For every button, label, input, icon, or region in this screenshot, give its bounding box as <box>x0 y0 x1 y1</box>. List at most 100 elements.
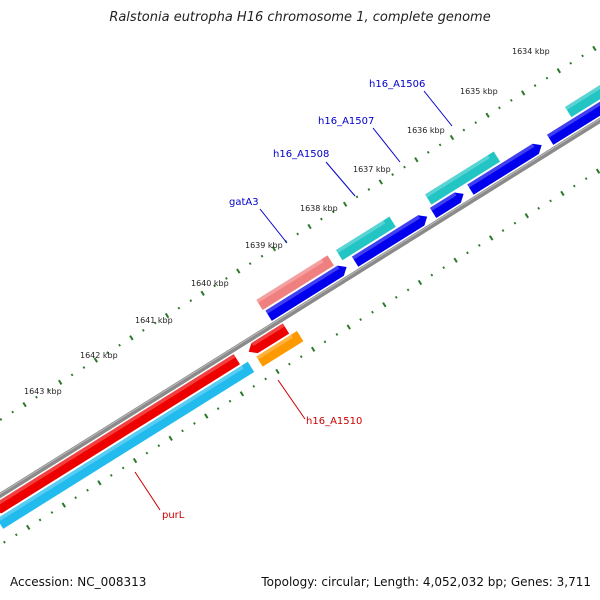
cds-forward <box>546 96 600 145</box>
tick-mark <box>442 266 446 270</box>
tick-label: 1638 kbp <box>300 204 338 213</box>
tick-label: 1635 kbp <box>460 87 498 96</box>
tick-mark <box>572 184 576 188</box>
tick-mark <box>264 377 267 381</box>
tick-mark <box>453 257 458 263</box>
tick-mark <box>524 213 529 219</box>
tick-mark <box>129 335 134 341</box>
tick-mark <box>335 333 339 336</box>
tick-mark <box>216 407 220 411</box>
gene-h16_A1507 <box>425 151 501 205</box>
tick-mark <box>38 518 42 522</box>
tick-mark <box>228 399 232 403</box>
tick-label: 1637 kbp <box>353 165 391 174</box>
tick-mark <box>3 540 6 544</box>
tick-mark <box>153 321 157 325</box>
tick-mark <box>164 312 170 319</box>
tick-mark <box>477 243 481 247</box>
tick-mark <box>189 299 193 303</box>
tick-mark <box>426 150 430 154</box>
tick-mark <box>225 277 228 280</box>
label-leader-line <box>277 379 306 420</box>
tick-mark <box>498 106 501 110</box>
tick-mark <box>509 98 513 102</box>
tick-mark <box>200 290 205 296</box>
tick-mark <box>61 502 66 508</box>
gene-label-gatA3[interactable]: gatA3 <box>229 197 259 208</box>
tick-mark <box>109 473 113 477</box>
tick-mark <box>141 328 145 332</box>
tick-mark <box>501 229 505 232</box>
tick-mark <box>533 84 537 87</box>
feature-tracks <box>0 64 600 529</box>
gene-h16_A1506 <box>564 64 600 118</box>
tick-mark <box>355 195 359 199</box>
backbone-line <box>0 117 600 499</box>
tick-mark <box>569 61 573 65</box>
tick-mark <box>22 401 27 408</box>
tick-mark <box>378 179 383 185</box>
tick-mark <box>320 217 323 221</box>
tick-mark <box>474 121 478 125</box>
gene-h16_A1510 <box>256 331 304 367</box>
tick-mark <box>466 251 469 255</box>
tick-mark <box>382 302 387 308</box>
gene-label-purL[interactable]: purL <box>162 510 185 521</box>
tick-mark <box>430 273 434 277</box>
tick-mark <box>248 262 252 266</box>
tick-mark <box>371 310 374 314</box>
gene-label-h16_A1508[interactable]: h16_A1508 <box>273 149 329 160</box>
tick-mark <box>193 422 196 425</box>
cds-forward <box>429 192 464 219</box>
tick-mark <box>584 177 588 181</box>
gene-h16_A1508 <box>336 216 396 261</box>
tick-mark <box>275 368 280 375</box>
tick-mark <box>86 488 89 492</box>
tick-mark <box>26 524 31 530</box>
tick-mark <box>485 112 490 118</box>
cds-forward <box>467 143 542 195</box>
tick-mark <box>391 173 394 176</box>
tick-mark <box>132 457 138 464</box>
gene-label-h16_A1507[interactable]: h16_A1507 <box>318 116 374 127</box>
cds-reverse <box>248 323 290 354</box>
tick-mark <box>97 480 102 486</box>
tick-mark <box>537 206 541 210</box>
cds-forward <box>265 265 347 321</box>
label-leader-line <box>423 90 453 127</box>
label-leader-line <box>134 471 161 511</box>
feature-labels: h16_A1506 h16_A1507 h16_A1508 gatA3 h16_A151… <box>134 79 453 521</box>
tick-mark <box>513 221 517 225</box>
genome-summary: Topology: circular; Length: 4,052,032 bp… <box>261 575 591 589</box>
gene-label-h16_A1510[interactable]: h16_A1510 <box>306 416 362 427</box>
tick-mark <box>556 68 562 74</box>
tick-mark <box>0 418 3 421</box>
tick-mark <box>549 199 552 203</box>
tick-label: 1634 kbp <box>512 47 550 56</box>
tick-mark <box>204 413 209 419</box>
cds-forward <box>351 215 428 267</box>
tick-mark <box>168 435 173 441</box>
tick-mark <box>581 54 584 58</box>
tick-label: 1641 kbp <box>135 316 173 325</box>
tick-label: 1642 kbp <box>80 351 118 360</box>
tick-mark <box>545 76 549 80</box>
tick-mark <box>260 254 264 258</box>
tick-mark <box>595 168 600 174</box>
tick-mark <box>449 134 455 141</box>
tick-mark <box>359 318 362 321</box>
tick-mark <box>271 246 277 252</box>
tick-mark <box>181 429 184 433</box>
tick-mark <box>82 366 86 369</box>
gene-label-h16_A1506[interactable]: h16_A1506 <box>369 79 425 90</box>
tick-mark <box>288 362 291 366</box>
tick-mark <box>489 235 494 241</box>
tick-mark <box>299 355 303 359</box>
label-leader-line <box>372 127 401 163</box>
tick-mark <box>417 279 423 286</box>
page-title: Ralstonia eutropha H16 chromosome 1, com… <box>109 10 491 25</box>
tick-label: 1639 kbp <box>245 241 283 250</box>
tick-mark <box>58 379 63 385</box>
tick-mark <box>70 373 74 377</box>
tick-mark <box>592 45 597 52</box>
